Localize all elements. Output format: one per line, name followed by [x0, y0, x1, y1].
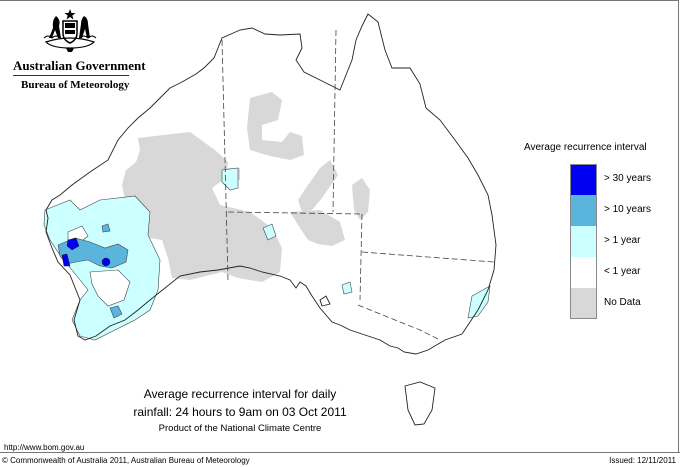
agency-name: Bureau of Meteorology	[21, 79, 130, 91]
website-link[interactable]: http://www.bom.gov.au	[4, 443, 85, 452]
legend: > 30 years > 10 years > 1 year < 1 year …	[570, 164, 680, 319]
footer-divider	[0, 452, 680, 453]
legend-item-gt30: > 30 years	[570, 164, 680, 195]
australia-map	[43, 13, 497, 426]
organisation-name: Australian Government	[13, 58, 146, 73]
legend-item-lt1: < 1 year	[570, 257, 680, 288]
legend-swatch	[570, 195, 597, 226]
bom-logo: Australian Government Bureau of Meteorol…	[0, 0, 146, 100]
legend-item-gt10: > 10 years	[570, 195, 680, 226]
coastline	[45, 13, 497, 426]
legend-label: < 1 year	[604, 266, 641, 277]
legend-swatch	[570, 288, 597, 319]
legend-swatch	[570, 226, 597, 257]
logo-divider	[13, 75, 129, 76]
map-caption-line2: rainfall: 24 hours to 9am on 03 Oct 2011	[133, 405, 347, 419]
legend-item-gt1: > 1 year	[570, 226, 680, 257]
map-caption-line1: Average recurrence interval for daily	[143, 387, 337, 401]
map-caption-line3: Product of the National Climate Centre	[158, 423, 322, 434]
legend-swatch	[570, 164, 597, 195]
legend-label: > 30 years	[604, 173, 651, 184]
legend-label: > 1 year	[604, 235, 641, 246]
legend-swatch	[570, 257, 597, 288]
legend-label: > 10 years	[604, 204, 651, 215]
copyright-text: © Commonwealth of Australia 2011, Austra…	[2, 456, 250, 465]
no-data-regions	[122, 92, 370, 282]
issued-date: Issued: 12/11/2011	[609, 456, 676, 465]
legend-title: Average recurrence interval	[524, 142, 647, 153]
map-frame	[0, 0, 679, 452]
gt30-years-regions	[61, 237, 111, 267]
coat-of-arms-icon	[43, 9, 97, 52]
state-borders	[221, 29, 495, 341]
legend-item-nodata: No Data	[570, 288, 680, 319]
legend-label: No Data	[604, 297, 641, 308]
